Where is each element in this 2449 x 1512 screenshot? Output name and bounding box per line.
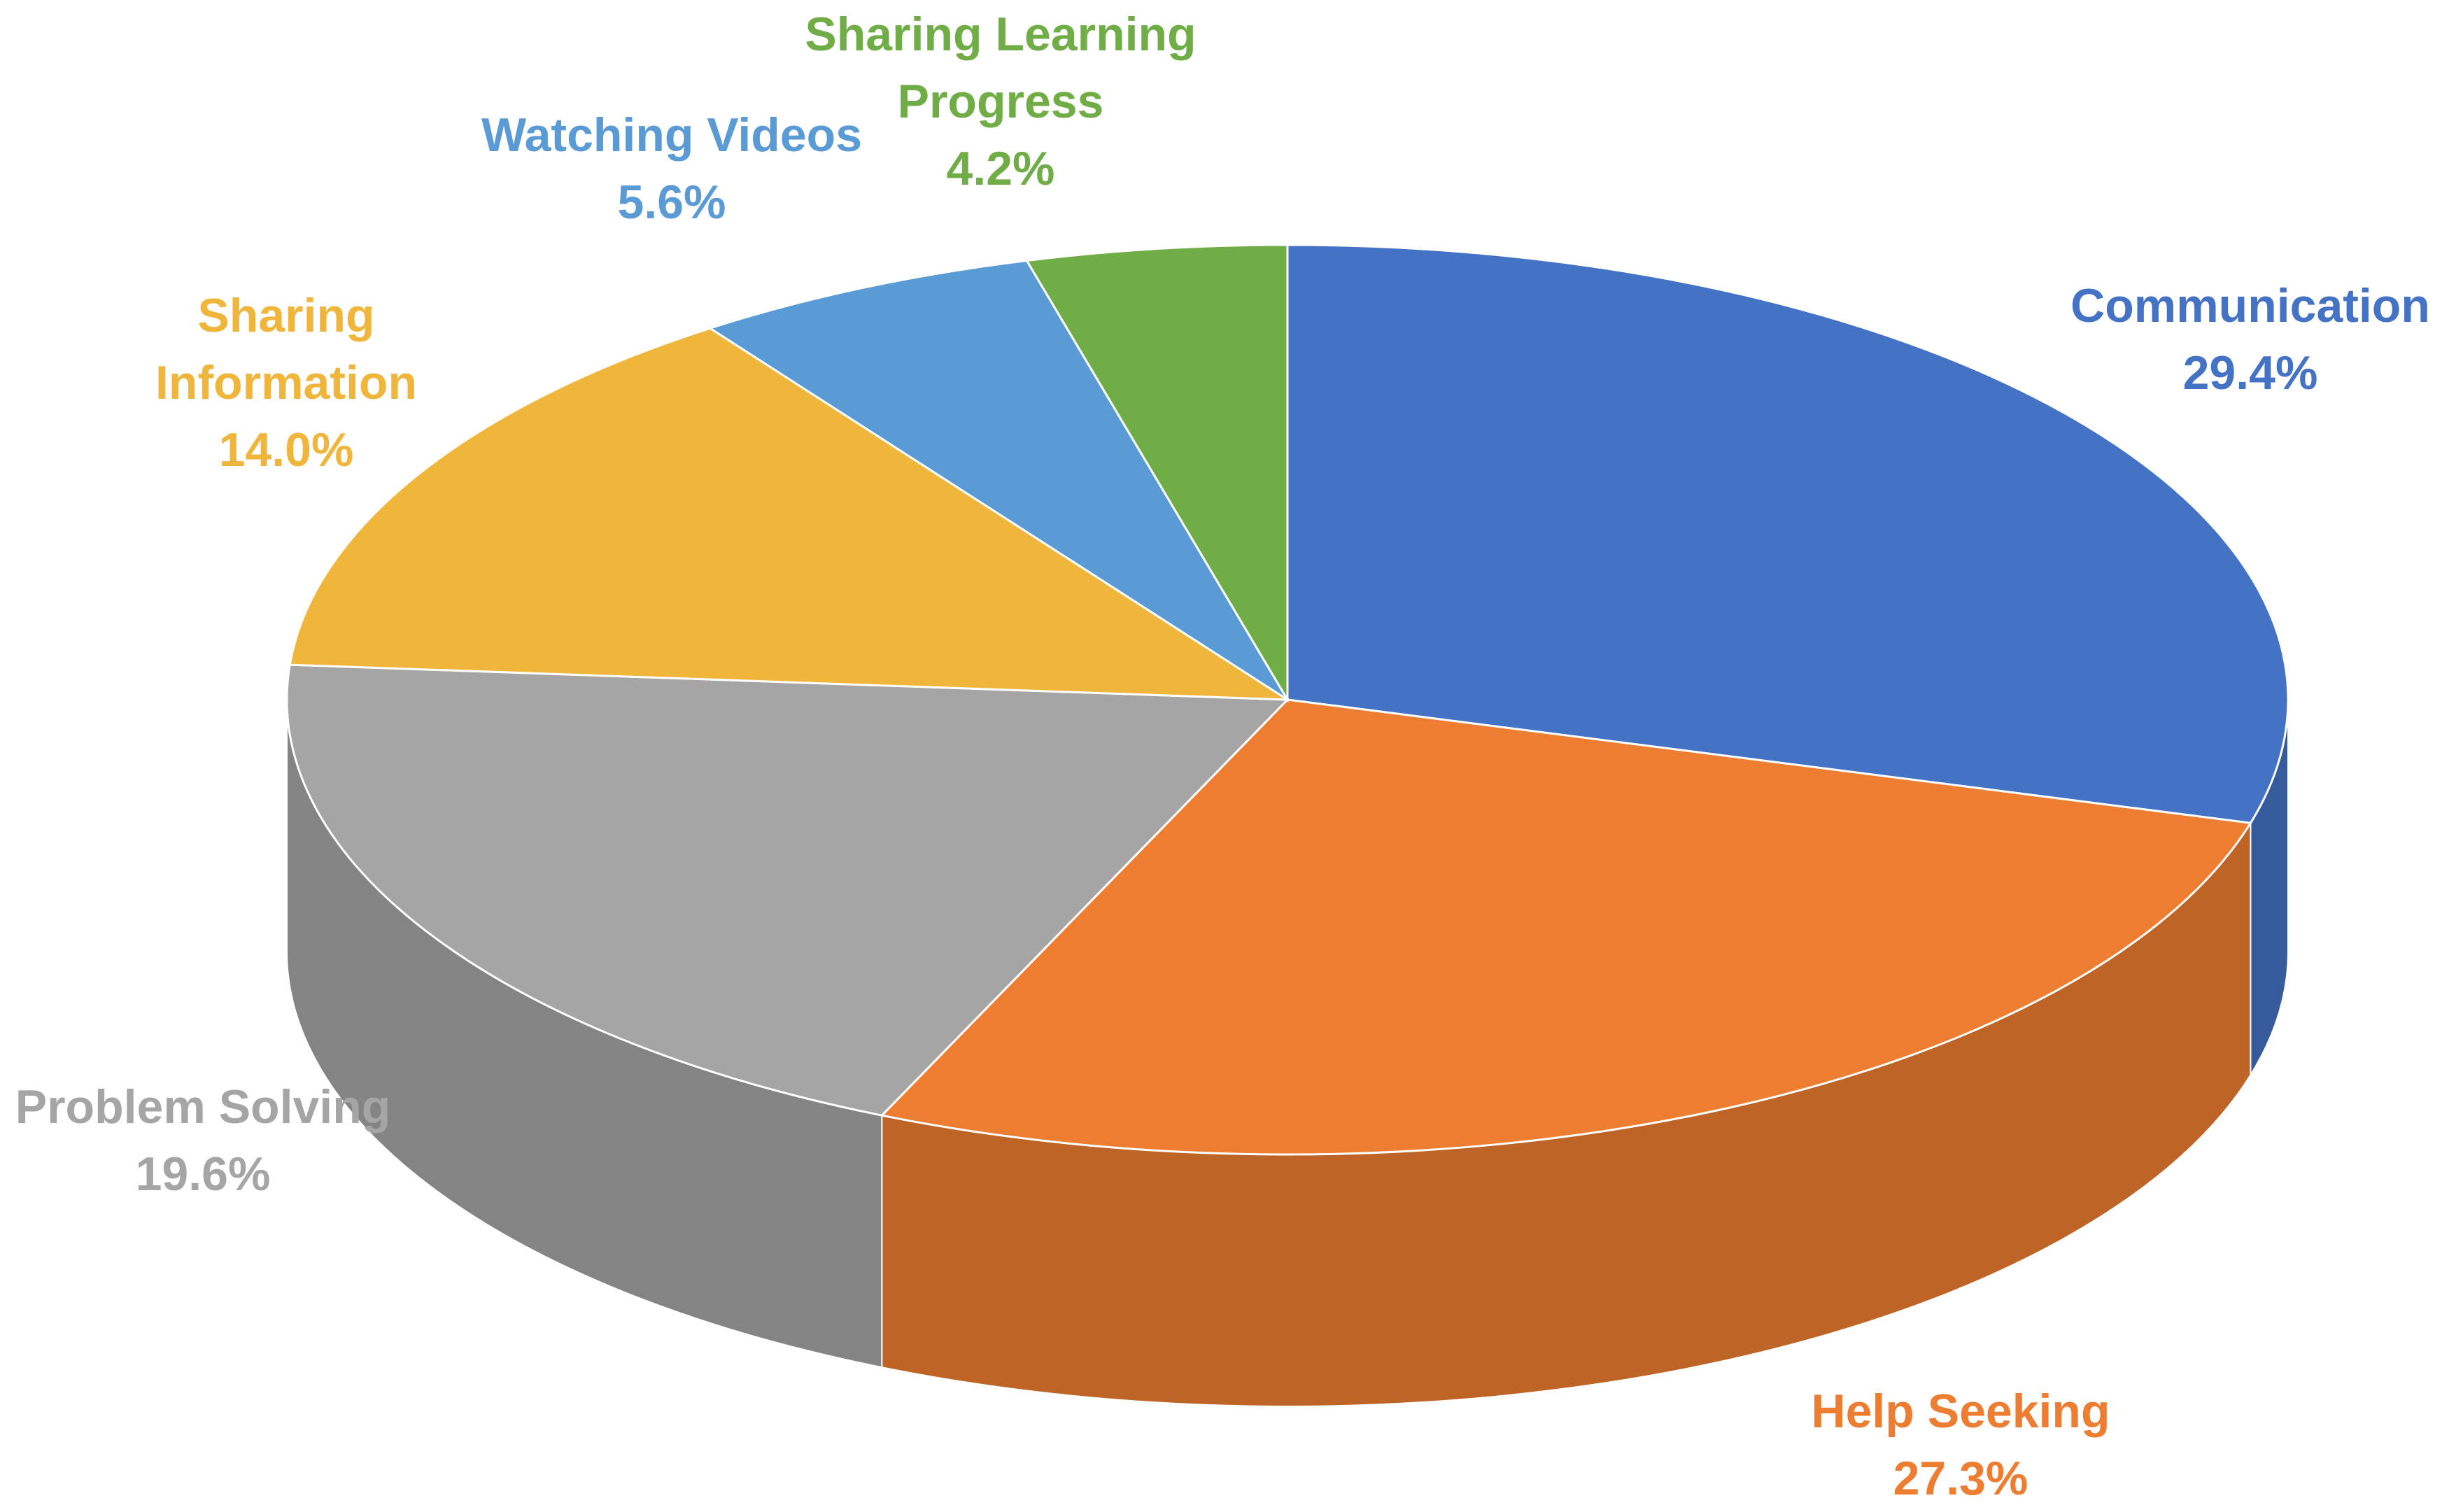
slice-label: Help Seeking 27.3% bbox=[1751, 1378, 2171, 1512]
value-label: 27.3% bbox=[1893, 1452, 2028, 1505]
slice-label: Sharing Information 14.0% bbox=[139, 282, 433, 483]
slice-top bbox=[880, 698, 2252, 1156]
value-label: 14.0% bbox=[218, 423, 354, 476]
slice-label: Watching Videos 5.6% bbox=[427, 101, 917, 236]
slice-top bbox=[707, 259, 1289, 701]
category-label: Help Seeking bbox=[1811, 1385, 2110, 1438]
slice-top bbox=[285, 663, 1290, 1117]
pie-slice bbox=[880, 698, 2252, 1407]
slice-top bbox=[1024, 243, 1289, 704]
slice-top bbox=[1286, 243, 2289, 824]
value-label: 19.6% bbox=[135, 1147, 271, 1201]
category-label: Sharing Information bbox=[155, 289, 417, 409]
category-label: Communication bbox=[2070, 279, 2430, 332]
pie-slice bbox=[1024, 243, 1289, 704]
category-label: Sharing Learning Progress bbox=[805, 8, 1197, 128]
pie-slice bbox=[285, 663, 1290, 1369]
pie-slice bbox=[288, 327, 1292, 701]
slice-label: Communication 29.4% bbox=[2040, 272, 2449, 407]
pie-slice bbox=[1286, 243, 2289, 1078]
slice-label: Sharing Learning Progress 4.2% bbox=[791, 1, 1211, 202]
slice-top bbox=[288, 327, 1292, 701]
value-label: 4.2% bbox=[946, 142, 1055, 195]
value-label: 29.4% bbox=[2182, 346, 2318, 400]
pie-slice bbox=[707, 259, 1289, 701]
slice-label: Problem Solving 19.6% bbox=[0, 1073, 413, 1208]
category-label: Problem Solving bbox=[15, 1080, 391, 1133]
value-label: 5.6% bbox=[617, 176, 726, 229]
category-label: Watching Videos bbox=[481, 108, 863, 162]
